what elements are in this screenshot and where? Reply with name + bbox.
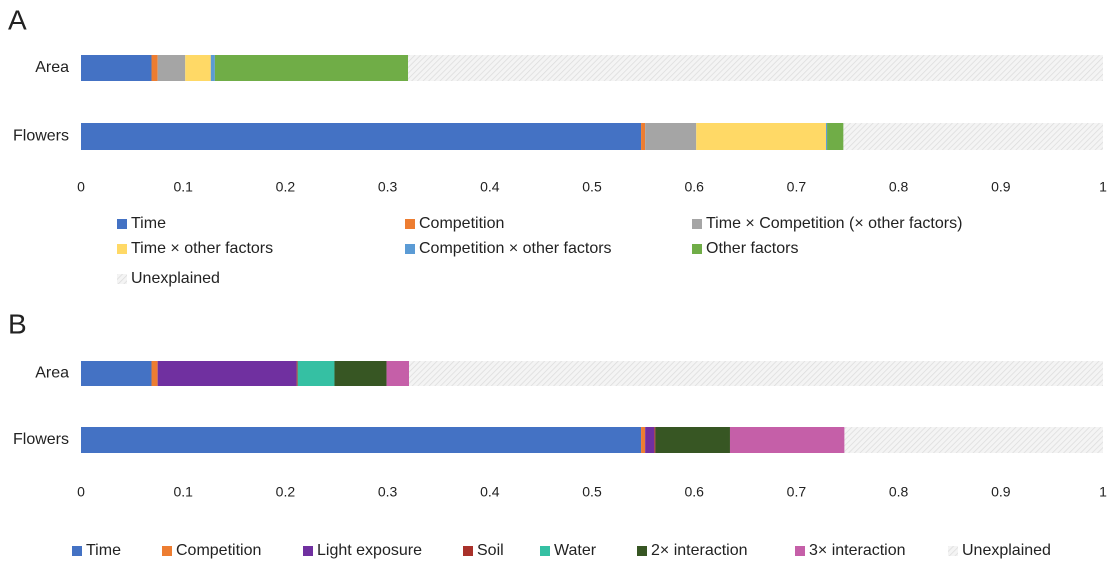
category-label: Flowers [13,128,69,145]
legend-label: 2× interaction [651,542,748,559]
x-tick-label: 0.8 [889,484,909,500]
legend-label: Time × Competition (× other factors) [706,215,962,232]
panel-label: A [8,4,27,35]
category-label: Flowers [13,431,69,448]
x-tick-label: 0.5 [582,484,602,500]
x-tick-label: 1 [1099,179,1107,195]
bar-segment [386,361,410,386]
legend-swatch [303,546,313,556]
bar-segment [843,123,1103,150]
x-tick-label: 0.5 [582,179,602,195]
legend-swatch [405,244,415,254]
x-tick-label: 0.1 [173,179,193,195]
x-tick-label: 0 [77,484,85,500]
legend-label: Time × other factors [131,240,273,257]
legend-label: Time [86,542,121,559]
bar-segment [151,361,158,386]
bar-segment [645,123,697,150]
bar-segment [151,55,158,81]
bar-segment [844,427,1103,453]
legend-label: Other factors [706,240,798,257]
legend-swatch [117,219,127,229]
legend-label: Soil [477,542,504,559]
bar-segment [81,123,642,150]
legend-label: Unexplained [962,542,1051,559]
bar-segment [827,123,844,150]
x-tick-label: 0.3 [378,484,398,500]
bar-segment [297,361,335,386]
legend-label: Competition [419,215,504,232]
x-tick-label: 0.9 [991,484,1011,500]
x-tick-label: 0.8 [889,179,909,195]
bar-segment [81,55,152,81]
x-tick-label: 0.3 [378,179,398,195]
x-tick-label: 0.7 [787,484,807,500]
legend-swatch [405,219,415,229]
bar-segment [210,55,215,81]
bar-segment [655,427,730,453]
legend-label: Competition [176,542,261,559]
bar-segment [157,361,297,386]
x-tick-label: 0.9 [991,179,1011,195]
legend-swatch [948,546,958,556]
panel-label: B [8,308,27,339]
bar-segment [729,427,845,453]
legend-swatch [463,546,473,556]
bar-segment [654,427,656,453]
legend-swatch [692,244,702,254]
bar-segment [296,361,298,386]
legend-label: Light exposure [317,542,422,559]
x-tick-label: 0.6 [684,484,704,500]
legend-label: Unexplained [131,270,220,287]
legend-swatch [692,219,702,229]
x-tick-label: 0.2 [276,179,296,195]
x-tick-label: 0.2 [276,484,296,500]
bar-segment [409,361,1103,386]
bar-segment [826,123,828,150]
legend-swatch [637,546,647,556]
bar-segment [641,427,646,453]
legend-label: Water [554,542,597,559]
bar-segment [334,361,387,386]
legend-label: Time [131,215,166,232]
legend-label: 3× interaction [809,542,906,559]
x-tick-label: 0.6 [684,179,704,195]
x-tick-label: 0.4 [480,484,500,500]
legend-swatch [117,244,127,254]
category-label: Area [35,59,69,76]
legend-swatch [72,546,82,556]
x-tick-label: 0 [77,179,85,195]
legend-swatch [540,546,550,556]
bar-segment [641,123,646,150]
bar-segment [157,55,186,81]
bar-segment [645,427,655,453]
bar-segment [185,55,211,81]
bar-segment [81,427,642,453]
legend-swatch [117,274,127,284]
x-tick-label: 0.4 [480,179,500,195]
x-tick-label: 1 [1099,484,1107,500]
legend-swatch [162,546,172,556]
x-tick-label: 0.1 [173,484,193,500]
legend-swatch [795,546,805,556]
category-label: Area [35,365,69,382]
x-tick-label: 0.7 [787,179,807,195]
bar-segment [81,361,152,386]
bar-segment [408,55,1103,81]
legend-label: Competition × other factors [419,240,612,257]
bar-segment [696,123,827,150]
bar-segment [214,55,409,81]
